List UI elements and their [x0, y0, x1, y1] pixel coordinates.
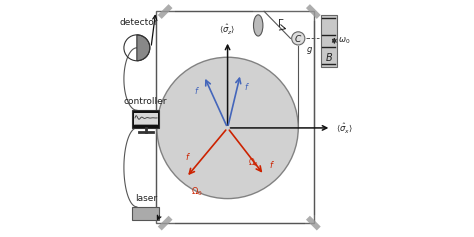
Text: controller: controller — [124, 97, 167, 106]
Bar — [320, 15, 337, 67]
Text: $\langle\hat{\sigma}_x\rangle$: $\langle\hat{\sigma}_x\rangle$ — [336, 121, 353, 135]
Text: $f$: $f$ — [269, 159, 275, 170]
Bar — [156, 11, 314, 223]
Text: $\Gamma$: $\Gamma$ — [277, 17, 284, 29]
Text: $B$: $B$ — [325, 51, 333, 63]
Text: $\Omega_0$: $\Omega_0$ — [191, 186, 203, 198]
Text: $\omega_0$: $\omega_0$ — [338, 36, 350, 46]
Text: $C$: $C$ — [294, 33, 302, 44]
Text: $f$: $f$ — [194, 85, 201, 96]
Wedge shape — [137, 35, 150, 61]
Text: $f$: $f$ — [185, 151, 191, 162]
Bar — [132, 110, 159, 128]
Text: $g$: $g$ — [306, 46, 313, 56]
Bar — [134, 113, 157, 125]
Circle shape — [292, 32, 305, 45]
Text: $\langle\hat{\sigma}_z\rangle$: $\langle\hat{\sigma}_z\rangle$ — [219, 23, 236, 36]
Text: laser: laser — [135, 194, 157, 203]
Text: detector: detector — [120, 18, 158, 27]
Circle shape — [157, 57, 298, 199]
Text: $\Omega_0$: $\Omega_0$ — [247, 156, 259, 169]
Ellipse shape — [254, 15, 263, 36]
Text: $f$: $f$ — [244, 81, 250, 92]
Bar — [132, 207, 159, 220]
